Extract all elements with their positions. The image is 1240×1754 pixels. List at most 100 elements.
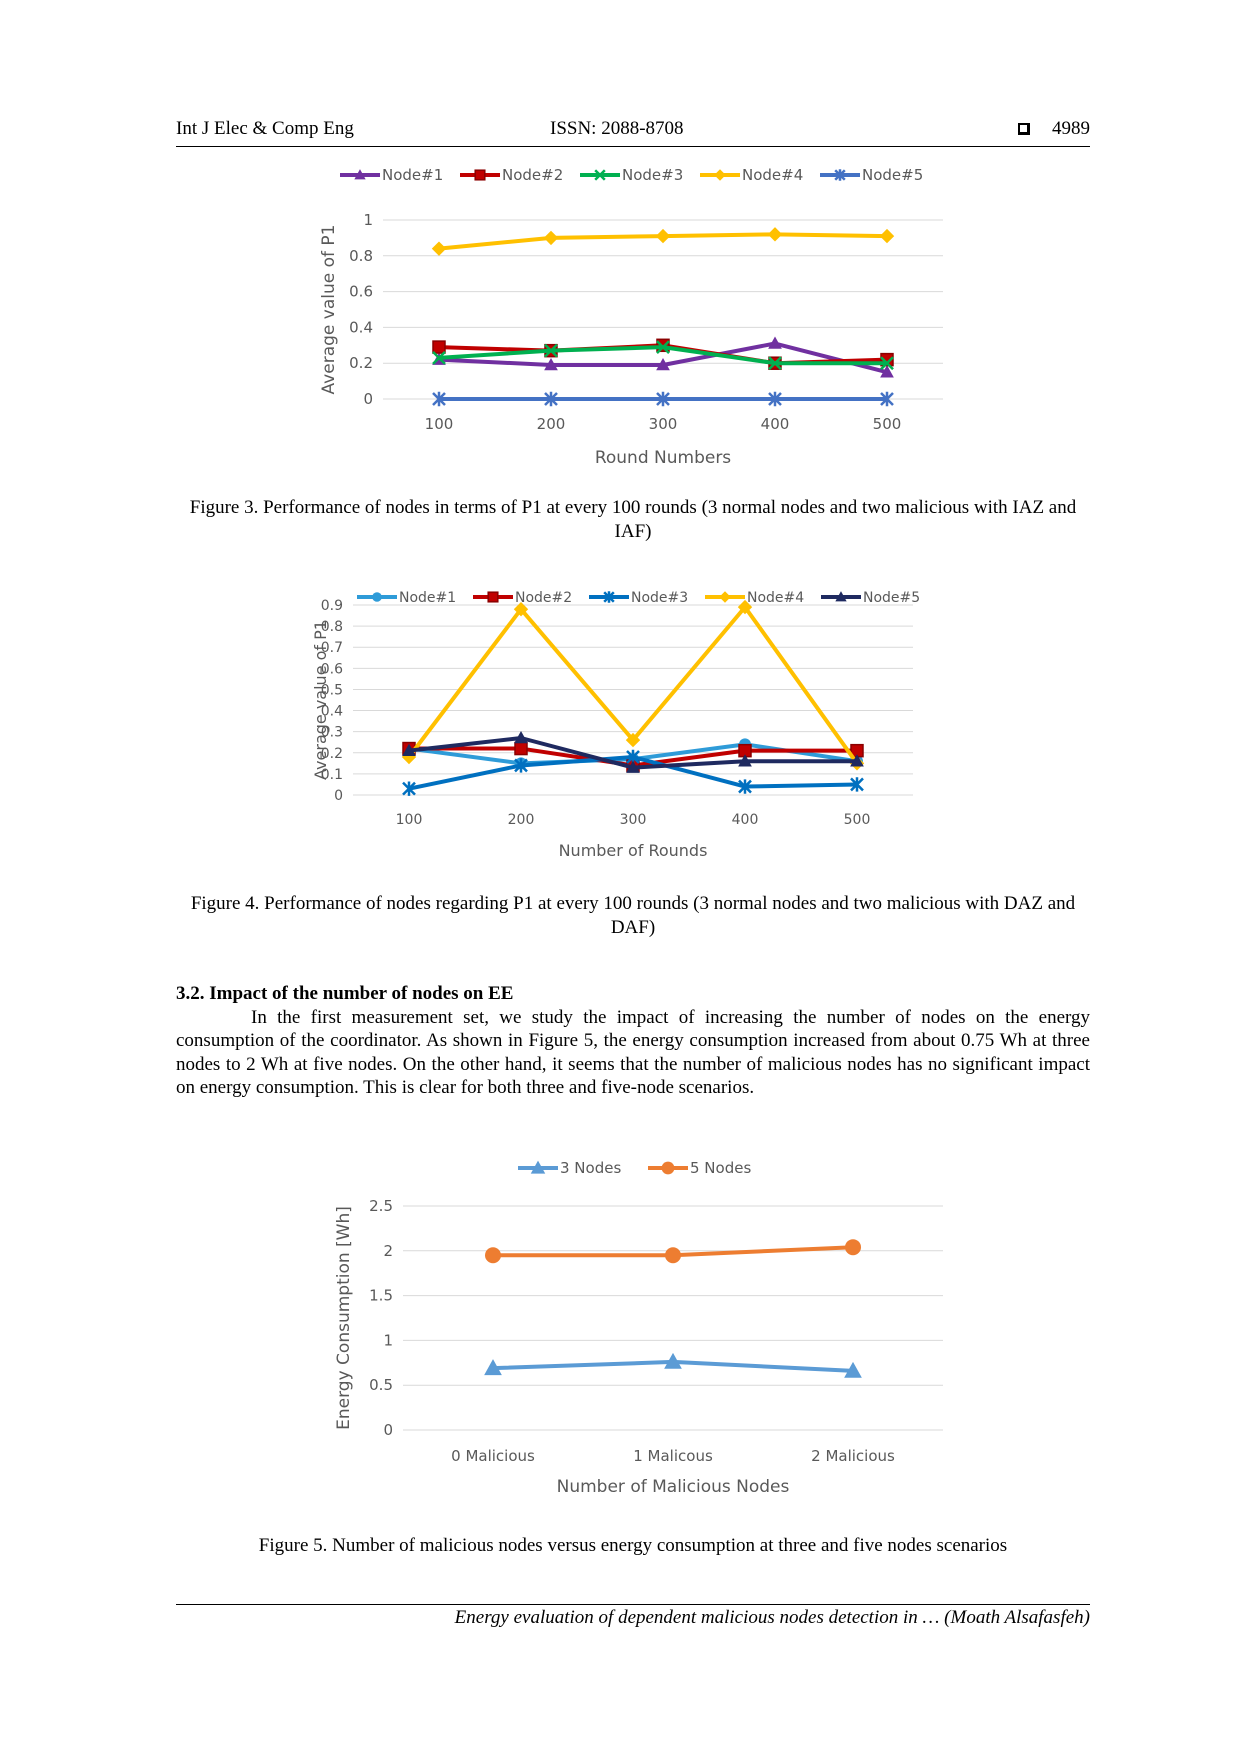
y-tick-label: 0.3 [321,725,343,741]
x-tick-label: 400 [761,415,790,433]
data-point [665,1247,681,1264]
y-tick-label: 0.6 [349,283,373,301]
section-heading: 3.2. Impact of the number of nodes on EE [176,983,514,1004]
x-tick-label: 2 Malicious [811,1447,895,1465]
y-axis-label: Average value of P1 [319,225,339,395]
x-axis-label: Round Numbers [595,448,731,468]
footer-text: Energy evaluation of dependent malicious… [454,1607,1090,1628]
data-point [513,602,529,617]
x-tick-label: 200 [508,812,535,828]
legend-label: 5 Nodes [690,1159,751,1177]
x-tick-label: 100 [425,415,454,433]
data-point [401,749,417,765]
data-point [850,777,864,792]
legend-marker [714,169,726,181]
legend-item: Node#2 [473,590,572,606]
figure-3-caption: Figure 3. Performance of nodes in terms … [189,497,1077,542]
data-point [484,1359,502,1376]
y-axis-label: Energy Consumption [Wh] [334,1206,354,1430]
legend-item: Node#3 [580,166,683,184]
data-point [544,343,558,358]
legend-marker [487,591,499,603]
y-tick-label: 0.9 [321,598,343,614]
page-header: Int J Elec & Comp Eng ISSN: 2088-8708 49… [176,118,1090,147]
legend-label: Node#2 [502,166,563,184]
legend-label: 3 Nodes [560,1159,621,1177]
legend-label: Node#4 [747,590,804,606]
data-point [432,340,446,354]
data-point [514,758,528,773]
figure-4-caption: Figure 4. Performance of nodes regarding… [190,893,1076,938]
legend-marker [594,169,606,181]
x-axis: 100 200 300 400 500 [396,812,871,828]
legend-label: Node#1 [399,590,456,606]
data-point [845,1239,861,1256]
legend-item: Node#2 [460,166,563,184]
legend-label: Node#2 [515,590,572,606]
series-node-5 [432,391,894,407]
data-point [544,391,558,407]
y-axis: 0 0.1 0.2 0.3 0.4 0.5 0.6 0.7 0.8 0.9 [321,598,913,804]
y-tick-label: 1.5 [369,1287,393,1305]
y-axis: 0 0.2 0.4 0.6 0.8 1 [349,211,943,408]
y-tick-label: 0 [334,788,343,804]
data-point [768,391,782,407]
x-tick-label: 500 [844,812,871,828]
data-point [738,754,752,767]
series-node-4 [431,227,895,256]
x-tick-label: 0 Malicious [451,1447,535,1465]
data-point [656,357,670,371]
data-point [850,754,864,767]
x-tick-label: 400 [732,812,759,828]
legend-item: 5 Nodes [648,1159,751,1177]
legend-label: Node#4 [742,166,803,184]
series-5-nodes [485,1239,861,1264]
data-point [402,781,416,796]
data-point [844,1361,862,1378]
section-3-2: 3.2. Impact of the number of nodes on EE… [176,982,1090,1100]
page-number: 4989 [1052,118,1090,139]
legend: Node#1 Node#2 Node#3 Node#4 Node#5 [340,166,923,184]
y-tick-label: 2.5 [369,1197,393,1215]
legend-marker [372,592,382,602]
data-point [543,230,559,246]
legend: Node#1 Node#2 Node#3 Node#4 Node#5 [357,590,920,606]
legend-item: Node#5 [820,166,923,184]
legend-label: Node#3 [631,590,688,606]
legend-label: Node#3 [622,166,683,184]
data-point [880,365,894,378]
x-axis-label: Number of Rounds [559,841,708,860]
legend-marker [835,591,847,602]
legend-label: Node#5 [862,166,923,184]
figure-5-chart: 0 0.5 1 1.5 2 2.5 0 Malicious 1 Malicous 2 Malic… [334,1159,943,1497]
figure-3-chart: 0 0.2 0.4 0.6 0.8 1 100 200 300 400 500 Round Numbe… [319,166,943,468]
legend-item: Node#1 [340,166,443,184]
data-point [768,356,782,371]
data-point [402,743,416,756]
legend-item: Node#3 [589,590,688,606]
legend-label: Node#1 [382,166,443,184]
legend-item: Node#4 [705,590,804,606]
legend-marker [530,1160,546,1174]
x-tick-label: 300 [620,812,647,828]
x-tick-label: 1 Malicous [633,1447,713,1465]
data-point [656,340,670,354]
data-point [625,732,641,748]
x-tick-label: 500 [873,415,902,433]
y-tick-label: 0 [363,390,373,408]
data-point [655,228,671,244]
legend-marker [354,169,366,180]
y-tick-label: 0.5 [369,1376,393,1394]
data-point [879,228,895,244]
legend-item: Node#5 [821,590,920,606]
y-axis-label: Average value of P1 [311,620,330,780]
data-point [544,357,558,371]
data-point [432,391,446,407]
data-point [514,741,528,756]
x-tick-label: 200 [537,415,566,433]
data-point [737,599,753,615]
x-axis: 100 200 300 400 500 [425,415,902,433]
section-paragraph: In the first measurement set, we study t… [176,1006,1090,1099]
series-node-1 [432,336,894,378]
journal-name: Int J Elec & Comp Eng [176,118,354,139]
